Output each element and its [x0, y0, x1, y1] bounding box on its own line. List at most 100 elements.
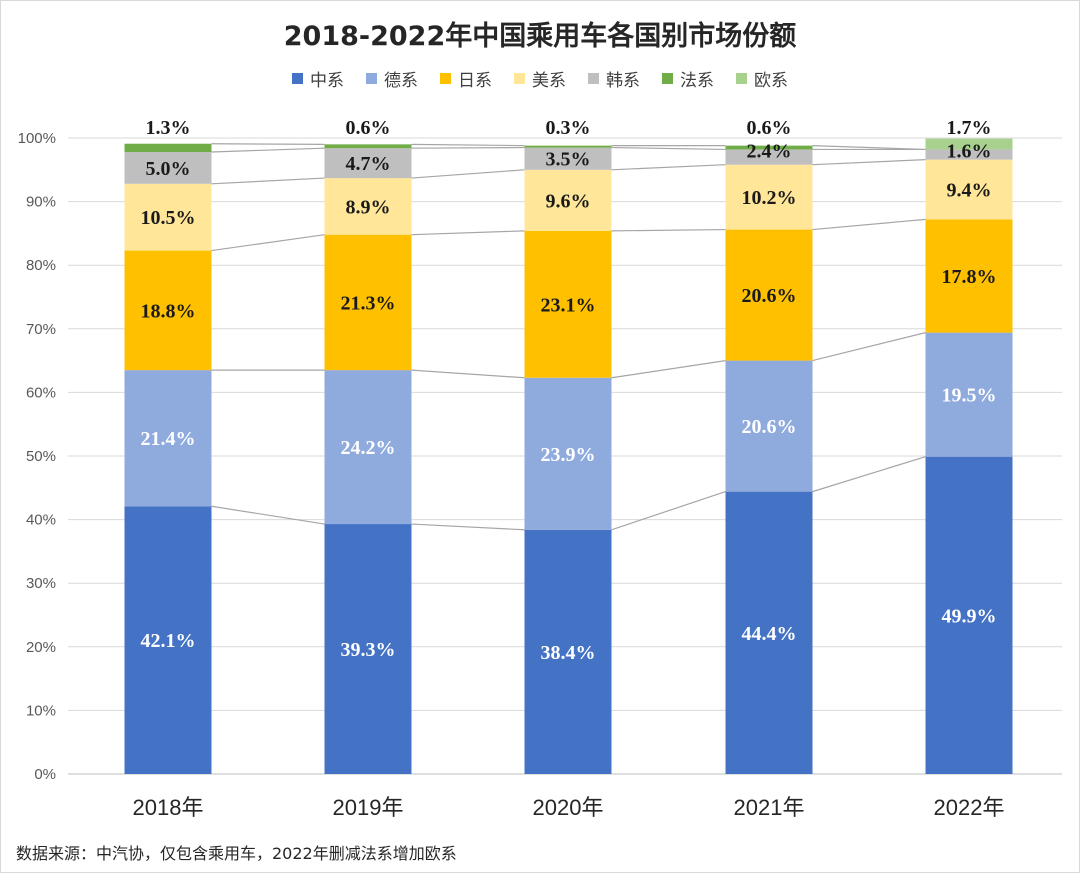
bar-segment: [124, 506, 212, 774]
y-tick-label: 60%: [26, 384, 56, 401]
series-line: [812, 332, 926, 362]
series-line: [211, 147, 325, 153]
legend-item: 欧系: [736, 66, 788, 91]
y-tick-label: 50%: [26, 448, 56, 465]
bar-segment: [524, 145, 612, 148]
bar-segment: [524, 169, 612, 231]
series-line: [411, 146, 525, 149]
data-label: 9.6%: [546, 190, 591, 212]
series-line: [812, 456, 926, 493]
data-label: 0.3%: [546, 117, 591, 139]
data-label: 19.5%: [942, 385, 997, 407]
legend-label: 法系: [680, 71, 714, 91]
y-tick-label: 0%: [34, 766, 56, 783]
bar-segment: [925, 456, 1013, 774]
legend-label: 中系: [310, 71, 344, 91]
source-note: 数据来源：中汽协，仅包含乘用车，2022年删减法系增加欧系: [16, 844, 457, 863]
bar-segment: [524, 230, 612, 378]
legend: 中系 德系 日系 美系 韩系 法系 欧系: [0, 66, 1080, 91]
legend-item: 法系: [662, 66, 714, 91]
data-label: 4.7%: [346, 153, 391, 175]
series-line: [411, 523, 525, 531]
series-line: [611, 146, 726, 151]
bar-segment: [725, 491, 813, 774]
data-label: 0.6%: [747, 117, 792, 139]
bar-segment: [324, 144, 412, 149]
bar-segment: [725, 149, 813, 165]
series-line: [611, 360, 726, 379]
bar-segment: [324, 234, 412, 371]
legend-label: 日系: [458, 71, 492, 91]
legend-swatch: [440, 73, 451, 84]
data-label: 23.1%: [541, 294, 596, 316]
bar-segment: [324, 524, 412, 774]
bar-segment: [124, 250, 212, 371]
bar-segment: [124, 151, 212, 184]
series-line: [211, 177, 325, 185]
legend-item: 美系: [514, 66, 566, 91]
x-category-label: 2022年: [934, 795, 1005, 820]
bar-segment: [124, 183, 212, 251]
bar-segment: [925, 138, 1013, 150]
bar-segment: [725, 229, 813, 361]
bar-segment: [725, 164, 813, 230]
data-label: 0.6%: [346, 117, 391, 139]
series-line: [411, 169, 525, 179]
bar-segment: [124, 143, 212, 152]
bar-segment: [524, 529, 612, 774]
bar-segment: [925, 219, 1013, 333]
bar-segment: [725, 145, 813, 150]
y-tick-label: 30%: [26, 575, 56, 592]
bar-segment: [324, 148, 412, 179]
data-label: 21.3%: [341, 292, 396, 314]
legend-item: 中系: [292, 66, 344, 91]
data-label: 9.4%: [947, 180, 992, 202]
data-label: 1.3%: [146, 117, 191, 139]
legend-item: 韩系: [588, 66, 640, 91]
y-tick-label: 40%: [26, 512, 56, 529]
y-tick-label: 20%: [26, 639, 56, 656]
data-label: 2.4%: [747, 140, 792, 162]
bar-segment: [725, 360, 813, 492]
data-label: 23.9%: [541, 444, 596, 466]
series-line: [411, 230, 525, 236]
y-tick-label: 10%: [26, 702, 56, 719]
series-line: [611, 491, 726, 531]
legend-item: 日系: [440, 66, 492, 91]
data-label: 10.2%: [742, 187, 797, 209]
data-label: 24.2%: [341, 437, 396, 459]
legend-swatch: [662, 73, 673, 84]
series-line: [812, 218, 926, 231]
series-line: [611, 164, 726, 171]
data-label: 10.5%: [141, 207, 196, 229]
data-label: 42.1%: [141, 630, 196, 652]
series-line: [211, 505, 325, 525]
data-label: 8.9%: [346, 196, 391, 218]
series-line: [411, 369, 525, 379]
bar-segment: [524, 377, 612, 530]
chart-title: 2018-2022年中国乘用车各国别市场份额: [283, 21, 797, 52]
data-label: 5.0%: [146, 158, 191, 180]
legend-swatch: [736, 73, 747, 84]
legend-label: 美系: [532, 71, 566, 91]
data-label: 44.4%: [742, 623, 797, 645]
bar-segment: [124, 370, 212, 507]
series-line: [611, 228, 726, 232]
x-category-label: 2020年: [533, 795, 604, 820]
bar-segment: [925, 159, 1013, 220]
data-label: 17.8%: [942, 266, 997, 288]
data-label: 39.3%: [341, 639, 396, 661]
data-label: 1.6%: [947, 140, 992, 162]
legend-label: 德系: [384, 71, 418, 91]
legend-label: 欧系: [754, 71, 788, 91]
y-tick-label: 100%: [18, 130, 56, 147]
series-line: [812, 159, 926, 166]
data-label: 1.7%: [947, 117, 992, 139]
data-label: 18.8%: [141, 300, 196, 322]
data-label: 3.5%: [546, 149, 591, 171]
data-label: 49.9%: [942, 605, 997, 627]
x-category-label: 2021年: [734, 795, 805, 820]
series-line: [211, 234, 325, 252]
bar-segment: [324, 370, 412, 525]
series-line: [411, 143, 525, 147]
